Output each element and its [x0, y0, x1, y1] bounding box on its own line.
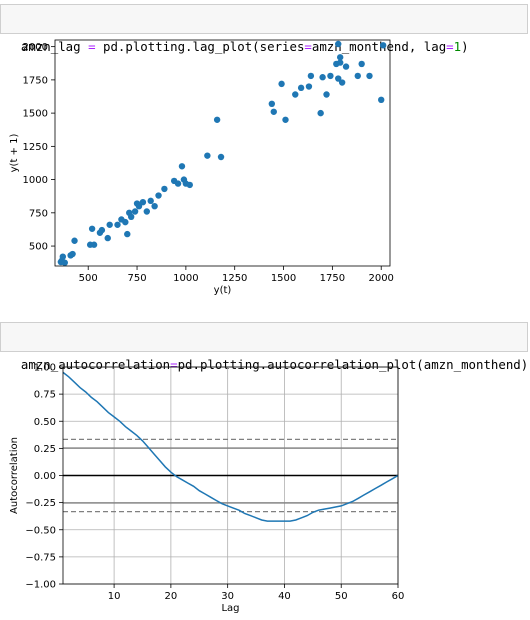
code-token: amzn_autocorrelation [20, 357, 171, 372]
x-tick-label: 500 [79, 273, 98, 284]
code-number: 1 [453, 39, 462, 54]
scatter-point [336, 59, 344, 66]
scatter-point [71, 237, 78, 244]
y-tick-label: 500 [29, 242, 48, 253]
code-cell-autocorrelation-plot[interactable]: amzn_autocorrelation=pd.plotting.autocor… [0, 322, 528, 372]
y-tick-label: 2000 [23, 42, 48, 53]
autocorrelation-plot-chart: 10 20 30 40 50 60 −1.00 −0.75 −0.50 −0.25 0.00 0.25… [9, 363, 405, 615]
scatter-point [69, 250, 76, 258]
scatter-point [174, 180, 182, 187]
scatter-point [354, 72, 361, 80]
scatter-point [297, 84, 305, 92]
scatter-point [106, 221, 113, 228]
code-token: pd.plotting.autocorrelation_plot(amzn_mo… [177, 357, 529, 372]
scatter-point [366, 72, 373, 80]
scatter-point [327, 72, 334, 80]
y-tick-label: 1000 [23, 175, 48, 186]
scatter-point [90, 241, 98, 248]
y-tick-label: 1250 [23, 142, 48, 153]
scatter-point [147, 197, 154, 205]
scatter-point [143, 208, 151, 215]
scatter-point [124, 230, 131, 238]
scatter-point [59, 253, 67, 260]
x-tick-label: 20 [165, 591, 178, 602]
scatter-point [323, 91, 330, 98]
scatter-point [204, 152, 211, 159]
y-tick-label: 750 [29, 208, 48, 219]
plot-frame [54, 39, 391, 267]
scatter-point [270, 108, 277, 115]
x-tick-label: 1250 [222, 273, 247, 284]
scatter-point [336, 54, 344, 61]
scatter-point [292, 91, 299, 98]
scatter-point [217, 153, 225, 161]
y-tick-label: 1750 [23, 75, 48, 86]
scatter-point [161, 185, 168, 193]
scatter-point [278, 80, 285, 88]
y-tick-label: 0.50 [34, 417, 56, 428]
scatter-point [378, 96, 385, 104]
y-tick-label: −0.50 [25, 525, 56, 536]
scatter-point [178, 163, 186, 170]
y-tick-label: 0.75 [34, 390, 56, 401]
scatter-point [379, 42, 387, 49]
scatter-point [61, 259, 68, 266]
scatter-point [186, 181, 193, 189]
x-tick-label: 1750 [320, 273, 345, 284]
x-tick-label: 1500 [271, 273, 296, 284]
x-tick-label: 1000 [173, 273, 198, 284]
scatter-point [98, 226, 106, 234]
x-tick-label: 50 [335, 591, 348, 602]
x-tick-label: 2000 [368, 273, 393, 284]
y-axis-label: y(t + 1) [9, 134, 20, 173]
x-axis-label: y(t) [214, 285, 232, 296]
scatter-point [268, 100, 276, 108]
y-tick-label: −0.25 [25, 498, 56, 509]
code-operator: = [304, 39, 312, 54]
y-tick-label: 0.25 [34, 444, 56, 455]
y-tick-label: −0.75 [25, 552, 56, 563]
scatter-point [88, 225, 96, 232]
scatter-point [155, 192, 162, 199]
x-tick-label: 750 [127, 273, 146, 284]
scatter-point [335, 40, 342, 48]
y-tick-label: 0.00 [34, 471, 56, 482]
scatter-point [114, 221, 121, 228]
x-tick-label: 40 [278, 591, 291, 602]
scatter-point [127, 213, 135, 221]
scatter-point [335, 75, 342, 82]
code-operator: = [446, 39, 454, 54]
x-axis-label: Lag [221, 603, 239, 614]
scatter-point [122, 218, 129, 226]
scatter-point [338, 79, 346, 86]
y-axis-label: Autocorrelation [9, 437, 20, 514]
scatter-point [135, 202, 143, 210]
code-cell-lag-plot[interactable]: amzn_lag = pd.plotting.lag_plot(series=a… [0, 4, 528, 54]
code-operator: = [170, 357, 178, 372]
scatter-point [305, 83, 313, 90]
code-operator: = [88, 39, 96, 54]
scatter-point [317, 109, 324, 117]
code-token: amzn_lag [20, 39, 89, 54]
scatter-point [342, 63, 350, 70]
scatter-point [151, 202, 158, 210]
scatter-point [139, 198, 147, 206]
y-tick-label: −1.00 [25, 580, 56, 591]
code-token: pd.plotting.lag_plot(series [95, 39, 305, 54]
x-tick-label: 30 [221, 591, 234, 602]
scatter-point [213, 116, 221, 123]
autocorrelation-line [62, 371, 399, 522]
y-tick-label: 1.00 [34, 363, 56, 374]
y-tick-label: 1500 [23, 109, 48, 120]
scatter-point [104, 234, 111, 242]
scatter-point [282, 116, 289, 123]
lag-plot-chart: 500 750 1000 1250 1500 1750 2000 500 750 1000 1250… [9, 39, 394, 296]
scatter-point [319, 74, 326, 81]
scatter-point [358, 60, 365, 68]
code-token: ) [461, 39, 469, 54]
x-tick-label: 10 [108, 591, 121, 602]
scatter-point [131, 208, 139, 215]
x-tick-label: 60 [392, 591, 405, 602]
scatter-point [307, 72, 315, 80]
